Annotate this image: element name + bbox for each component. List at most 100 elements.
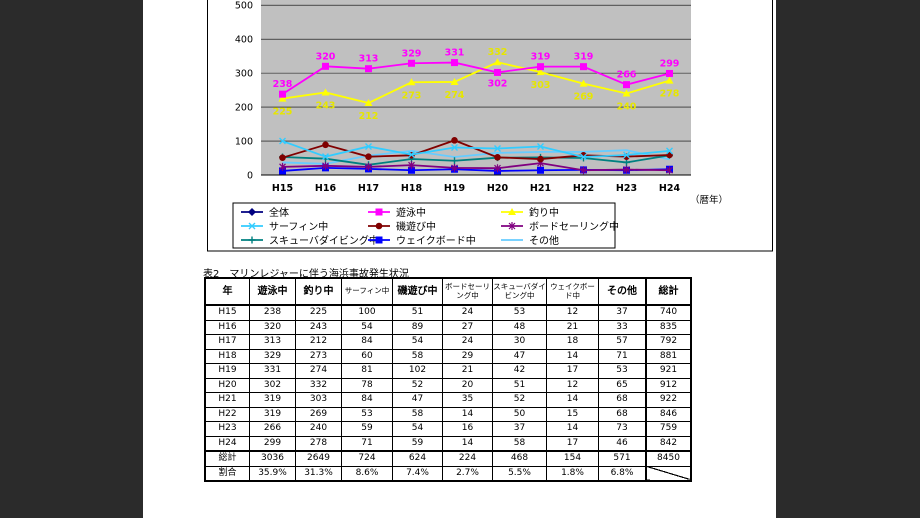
table-cell: 273 (295, 348, 342, 364)
data-point (666, 166, 673, 175)
table-cell: 243 (295, 319, 342, 335)
table-cell: 14 (546, 348, 599, 364)
data-point (279, 90, 286, 98)
data-point (623, 158, 630, 166)
table-row: H21 319 303 84 47 35 52 14 68 922 (204, 392, 692, 408)
table-cell: 57 (598, 334, 647, 350)
table-cell: 73 (598, 421, 647, 437)
table-cell: H22 (204, 406, 250, 422)
series-釣り中 (278, 58, 674, 106)
data-label: 266 (617, 70, 637, 81)
column-header: その他 (598, 277, 647, 306)
table-cell: 313 (249, 334, 296, 350)
data-label: 269 (574, 92, 594, 103)
x-tick-label: H19 (444, 183, 465, 194)
table-cell: 割合 (204, 465, 250, 482)
x-tick-label: H18 (401, 183, 423, 194)
table-cell: 922 (645, 392, 692, 408)
data-point (365, 162, 372, 171)
table-cell: 5.5% (492, 465, 547, 482)
accident-table: 年遊泳中 釣り中 サーフィン中 磯遊び中 ボードセーリング中 スキューバダイビング中 ウェイ… (204, 277, 692, 482)
table-row: H23 266 240 59 54 16 37 14 73 759 (204, 421, 692, 437)
legend-item: 釣り中 (501, 206, 559, 219)
table-cell: 331 (249, 363, 296, 379)
table-cell: 59 (341, 421, 393, 437)
table-cell: 46 (598, 435, 647, 452)
series-line (282, 154, 670, 166)
table-cell: 740 (645, 304, 692, 321)
x-tick-label: H17 (358, 183, 379, 194)
table-cell: 299 (249, 435, 296, 452)
table-cell: 100 (341, 304, 393, 321)
table-cell: 47 (392, 392, 443, 408)
data-point (579, 79, 588, 87)
table-cell: 912 (645, 377, 692, 393)
data-point (365, 142, 372, 150)
table-cell: 8450 (645, 450, 692, 467)
table-row: H24 299 278 71 59 14 58 17 46 842 (204, 435, 692, 452)
table-cell: 278 (295, 435, 342, 452)
table-cell: 35 (442, 392, 493, 408)
data-point (494, 154, 501, 161)
table-cell: 47 (492, 348, 547, 364)
table-header-row: 年遊泳中 釣り中 サーフィン中 磯遊び中 ボードセーリング中 スキューバダイビング中 ウェイ… (204, 277, 692, 306)
table-cell: 50 (492, 406, 547, 422)
table-cell: 84 (341, 334, 393, 350)
table-cell: 1.8% (546, 465, 599, 482)
table-cell: H24 (204, 435, 250, 452)
table-cell: 24 (442, 334, 493, 350)
table-cell: 81 (341, 363, 393, 379)
data-point (508, 208, 516, 215)
table-cell: 238 (249, 304, 296, 321)
table-cell: 6.8% (598, 465, 647, 482)
document-page: 0 100 200 300 400 500 H15 H16 H17 H18 H19 H20 H21 H22… (143, 0, 776, 518)
table-cell: 468 (492, 450, 547, 467)
table-cell: 12 (546, 304, 599, 321)
data-label: 240 (617, 101, 637, 112)
data-label: 278 (660, 89, 680, 100)
data-point (322, 141, 329, 149)
column-header: スキューバダイビング中 (492, 277, 547, 306)
column-header: サーフィン中 (341, 277, 393, 306)
data-point (580, 166, 587, 175)
y-tick-label: 0 (247, 171, 253, 182)
data-point (623, 151, 630, 159)
series-line (282, 149, 670, 165)
legend-label: その他 (529, 234, 559, 247)
table-cell: H16 (204, 319, 250, 335)
data-point (248, 208, 256, 216)
table-cell: 21 (546, 319, 599, 335)
data-point (666, 69, 673, 77)
legend-item: その他 (501, 234, 559, 247)
table-cell: 33 (598, 319, 647, 335)
data-label: 331 (445, 48, 465, 59)
accident-line-chart: 0 100 200 300 400 500 H15 H16 H17 H18 H19 H20 H21 H22… (207, 0, 774, 252)
table-cell: H17 (204, 334, 250, 350)
data-label: 273 (402, 90, 422, 101)
table-cell: 921 (645, 363, 692, 379)
table-cell: 14 (546, 392, 599, 408)
data-label: 320 (316, 51, 336, 62)
chart-svg: 0 100 200 300 400 500 H15 H16 H17 H18 H19 H20 H21 H22… (207, 0, 773, 252)
table-cell: 42 (492, 363, 547, 379)
table-cell: 71 (341, 435, 393, 452)
table-row: H17 313 212 84 54 24 30 18 57 792 (204, 334, 692, 350)
table-cell: 24 (442, 304, 493, 321)
data-point (494, 164, 501, 173)
table-cell: 792 (645, 334, 692, 350)
table-cell: 54 (392, 334, 443, 350)
column-header: 磯遊び中 (392, 277, 443, 306)
data-point (451, 59, 458, 67)
x-tick-label: H22 (573, 183, 594, 194)
column-header: ボードセーリング中 (442, 277, 493, 306)
table-cell: 319 (249, 406, 296, 422)
table-cell: 269 (295, 406, 342, 422)
table-cell: 14 (546, 421, 599, 437)
legend-label: サーフィン中 (269, 220, 328, 233)
data-label: 238 (273, 79, 293, 90)
total-row: 総計 3036 2649 724 624 224 468 154 571 8450 (204, 450, 692, 467)
y-tick-label: 300 (235, 69, 253, 80)
table-cell: 571 (598, 450, 647, 467)
table-cell: 274 (295, 363, 342, 379)
table-cell: 2649 (295, 450, 342, 467)
